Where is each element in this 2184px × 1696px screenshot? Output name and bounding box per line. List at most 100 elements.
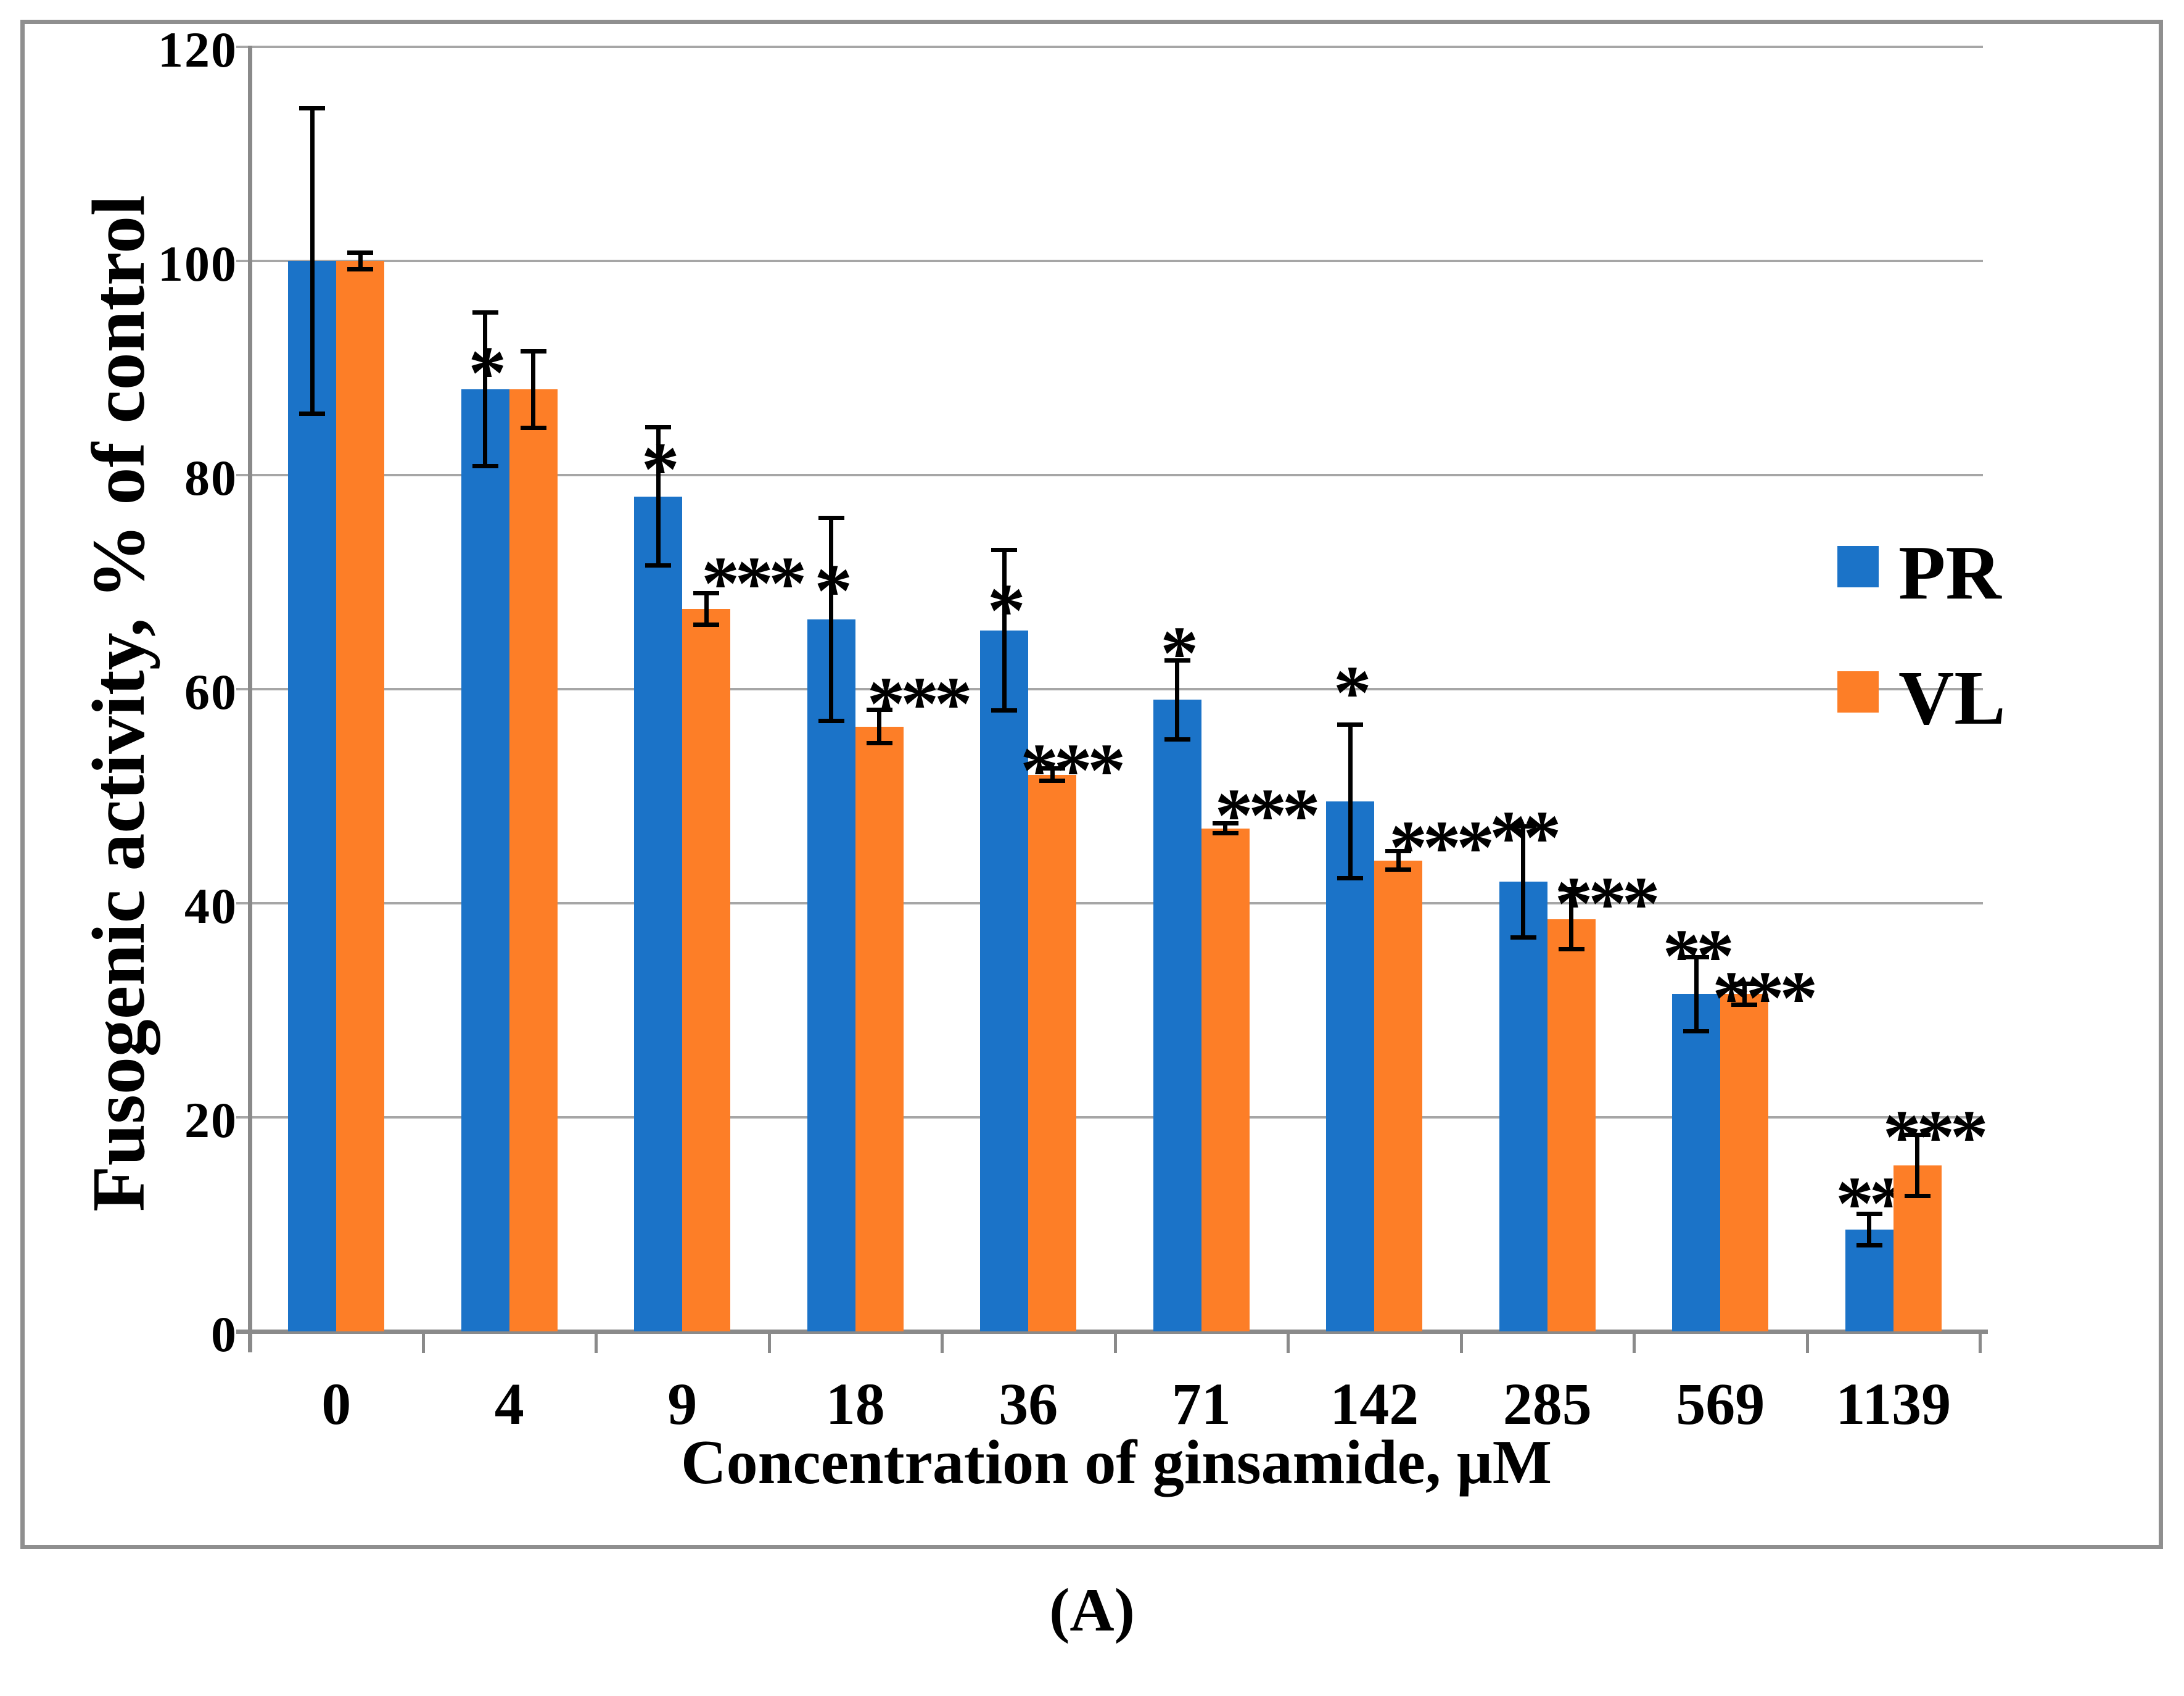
error-bar-cap-bottom: [1856, 1243, 1882, 1248]
significance-marker: *: [987, 568, 1026, 653]
legend-swatch-pr: [1837, 546, 1879, 587]
bar-vl-285: [1547, 919, 1596, 1331]
x-axis-tick: [1287, 1333, 1290, 1353]
bar-pr-4: [461, 389, 509, 1331]
significance-marker: *: [1333, 650, 1372, 735]
x-tick-label: 569: [1676, 1371, 1765, 1437]
error-bar-cap-top: [347, 250, 373, 255]
error-bar-cap-bottom: [1683, 1029, 1709, 1034]
error-bar-cap-bottom: [1510, 935, 1536, 940]
bar-vl-36: [1028, 774, 1076, 1331]
y-tick-label: 100: [158, 236, 237, 292]
error-bar-line: [656, 426, 661, 566]
x-tick-label: 285: [1502, 1371, 1592, 1437]
x-tick-label: 9: [667, 1371, 698, 1437]
error-bar-cap-top: [1164, 658, 1190, 663]
bar-pr-9: [634, 496, 682, 1331]
error-bar-line: [1002, 550, 1007, 711]
error-bar-cap-top: [299, 105, 325, 110]
y-tick-label: 60: [184, 664, 237, 720]
bar-pr-36: [980, 630, 1028, 1331]
error-bar-cap-bottom: [347, 267, 373, 271]
legend-swatch-vl: [1837, 671, 1879, 713]
x-axis-tick: [767, 1333, 771, 1353]
error-bar-line: [829, 518, 833, 722]
x-axis-tick: [1459, 1333, 1463, 1353]
significance-marker: *: [468, 331, 506, 416]
gridline-y-120: [236, 46, 1983, 48]
error-bar-line: [1569, 889, 1573, 949]
bar-vl-9: [682, 608, 730, 1331]
error-bar-cap-top: [866, 707, 892, 712]
bar-pr-142: [1326, 801, 1374, 1331]
error-bar-line: [483, 312, 487, 467]
gridline-y-100: [236, 260, 1983, 262]
y-axis-line: [248, 46, 252, 1352]
x-axis-tick: [595, 1333, 598, 1353]
error-bar-cap-top: [1558, 887, 1584, 892]
bar-vl-0: [336, 261, 384, 1331]
y-tick-label: 40: [184, 878, 237, 934]
error-bar-line: [877, 709, 881, 744]
error-bar-cap-bottom: [1731, 1002, 1757, 1007]
error-bar-cap-bottom: [866, 741, 892, 746]
bar-vl-142: [1374, 860, 1422, 1331]
error-bar-cap-bottom: [693, 622, 719, 627]
bar-vl-18: [855, 726, 904, 1331]
significance-marker: *: [814, 548, 852, 634]
x-tick-label: 71: [1171, 1371, 1231, 1437]
bar-pr-0: [288, 261, 336, 1331]
error-bar-cap-top: [1039, 766, 1065, 771]
error-bar-line: [704, 592, 709, 625]
legend-label-vl: VL: [1898, 656, 2006, 741]
error-bar-cap-bottom: [1558, 946, 1584, 951]
y-tick-label: 80: [184, 450, 237, 506]
error-bar-cap-top: [520, 349, 546, 354]
x-axis-line: [236, 1330, 1988, 1334]
x-axis-tick: [421, 1333, 425, 1353]
figure-caption: (A): [1049, 1576, 1135, 1644]
bar-vl-4: [509, 389, 558, 1331]
error-bar-cap-bottom: [1337, 876, 1363, 881]
error-bar-cap-top: [1212, 821, 1238, 825]
x-tick-label: 36: [999, 1371, 1058, 1437]
error-bar-line: [1915, 1134, 1919, 1197]
y-tick-label: 0: [211, 1306, 237, 1362]
x-tick-label: 18: [825, 1371, 885, 1437]
x-axis-tick: [941, 1333, 944, 1353]
significance-marker: **: [1489, 795, 1562, 880]
significance-marker: ***: [867, 661, 973, 746]
bar-vl-71: [1201, 828, 1250, 1331]
x-tick-label: 142: [1330, 1371, 1419, 1437]
x-axis-tick: [1805, 1333, 1809, 1353]
error-bar-cap-top: [1731, 982, 1757, 987]
error-bar-line: [1396, 850, 1401, 871]
significance-marker: ***: [1389, 805, 1494, 890]
x-tick-label: 0: [321, 1371, 352, 1437]
error-bar-cap-bottom: [818, 719, 844, 724]
x-axis-tick: [1979, 1333, 1982, 1353]
significance-marker: **: [1662, 913, 1734, 998]
error-bar-cap-top: [1904, 1132, 1931, 1137]
error-bar-line: [310, 107, 315, 415]
error-bar-cap-bottom: [645, 563, 671, 568]
error-bar-cap-bottom: [1385, 867, 1411, 872]
error-bar-cap-top: [1385, 848, 1411, 853]
significance-marker: ***: [1554, 861, 1660, 946]
gridline-y-60: [236, 688, 1983, 690]
gridline-y-20: [236, 1116, 1983, 1119]
error-bar-line: [1050, 768, 1055, 782]
significance-marker: ***: [701, 540, 807, 626]
x-tick-label: 1139: [1836, 1371, 1951, 1437]
error-bar-line: [1867, 1214, 1871, 1246]
y-tick-label: 120: [158, 22, 237, 78]
bar-pr-569: [1672, 994, 1720, 1331]
significance-marker: *: [641, 426, 680, 511]
significance-marker: ***: [1020, 728, 1126, 813]
error-bar-cap-top: [1856, 1212, 1882, 1217]
error-bar-cap-bottom: [1904, 1194, 1931, 1199]
error-bar-cap-bottom: [299, 412, 325, 416]
error-bar-cap-bottom: [1212, 831, 1238, 836]
error-bar-line: [1348, 724, 1353, 879]
